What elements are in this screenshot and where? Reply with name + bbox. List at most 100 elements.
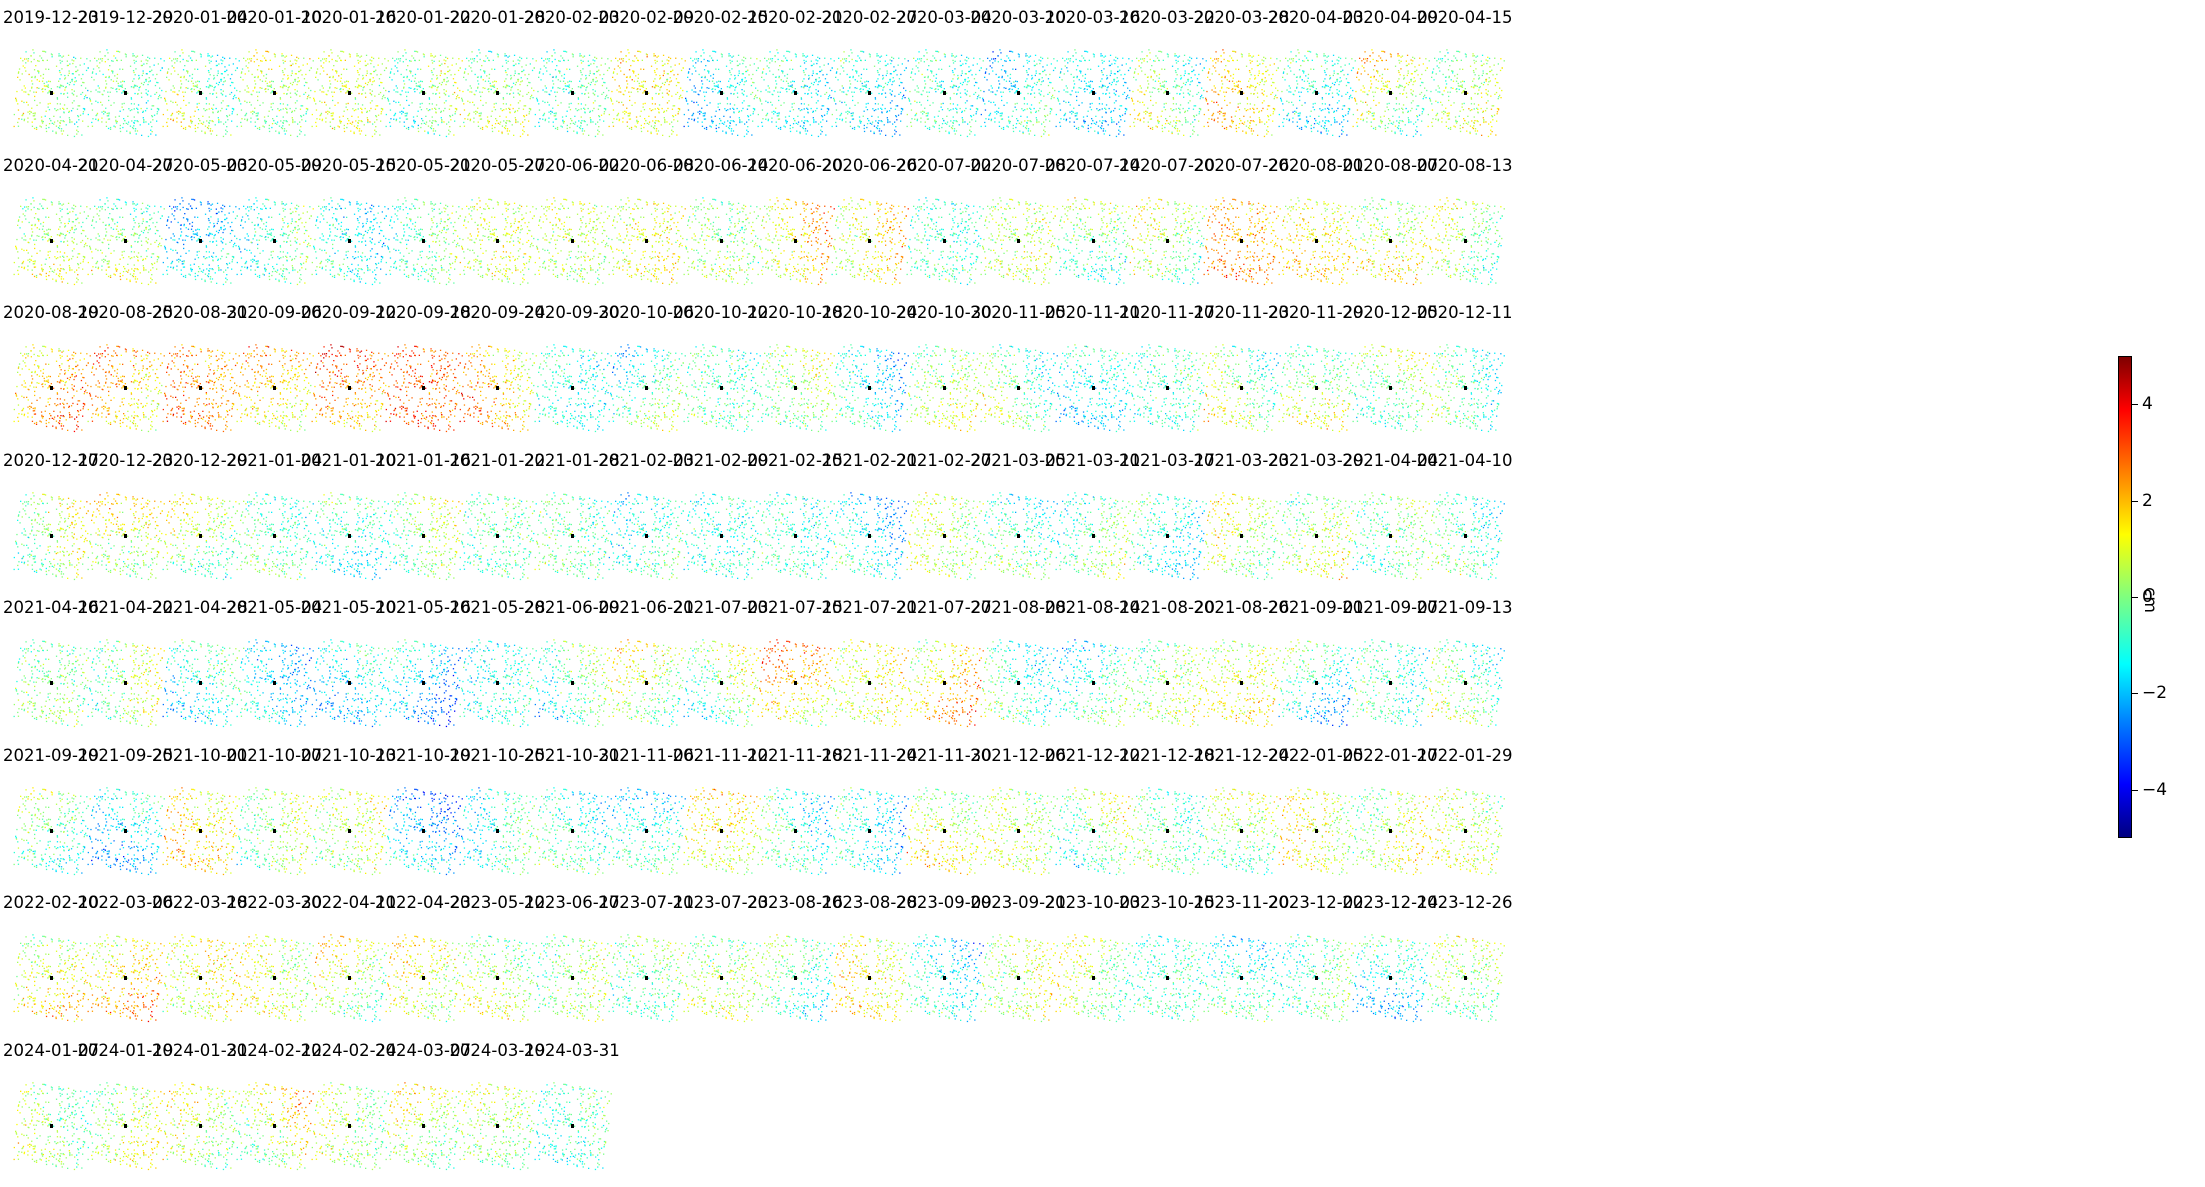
scatter-point: [291, 84, 294, 86]
scatter-point: [637, 50, 639, 52]
scatter-point: [281, 127, 284, 130]
scatter-point: [696, 60, 699, 62]
scatter-point: [122, 68, 124, 70]
scatter-point: [1011, 88, 1014, 91]
scatter-point: [808, 74, 810, 77]
scatter-point: [1085, 50, 1087, 53]
scatter-point: [351, 108, 354, 110]
scatter-point: [46, 81, 48, 83]
scatter-point: [1066, 91, 1068, 93]
scatter-point: [422, 53, 425, 55]
scatter-point: [857, 55, 859, 57]
scatter-point: [636, 57, 638, 59]
scatter-point: [952, 108, 954, 110]
scatter-point: [893, 57, 895, 60]
scatter-point: [515, 110, 517, 112]
scatter-point: [257, 113, 259, 115]
scatter-point: [1101, 116, 1103, 118]
scatter-point: [1062, 89, 1065, 91]
scatter-point: [22, 114, 24, 116]
scatter-point: [489, 120, 491, 123]
scatter-point: [719, 80, 721, 83]
scatter-point: [226, 116, 228, 118]
scatter-point: [211, 120, 213, 122]
scatter-point: [179, 55, 181, 57]
scatter-point: [975, 107, 977, 110]
scatter-point: [59, 125, 61, 127]
scatter-point: [103, 110, 105, 112]
scatter-point: [642, 86, 644, 88]
scatter-point: [1014, 92, 1016, 94]
scatter-point: [477, 61, 479, 63]
scatter-point: [648, 115, 650, 117]
scatter-point: [791, 103, 793, 105]
scatter-point: [1182, 82, 1185, 84]
scatter-point: [1161, 127, 1163, 130]
scatter-point: [1023, 97, 1026, 99]
scatter-point: [771, 121, 773, 123]
scatter-point: [1104, 108, 1106, 110]
scatter-point: [883, 86, 886, 88]
scatter-point: [919, 121, 922, 123]
scatter-point: [607, 97, 609, 99]
scatter-point: [355, 80, 357, 82]
scatter-point: [1049, 91, 1051, 94]
scatter-point: [917, 87, 919, 89]
scatter-point: [443, 80, 445, 82]
scatter-point: [408, 87, 410, 89]
scatter-point: [775, 80, 777, 82]
scatter-point: [840, 65, 843, 67]
scatter-point: [588, 111, 591, 113]
scatter-point: [524, 74, 527, 76]
scatter-point: [515, 63, 517, 65]
scatter-point: [173, 70, 176, 72]
scatter-point: [301, 119, 303, 121]
scatter-point: [877, 78, 879, 80]
scatter-point: [467, 89, 470, 91]
scatter-point: [1104, 55, 1106, 57]
scatter-point: [375, 116, 377, 118]
scatter-point: [693, 119, 695, 122]
scatter-point: [663, 111, 665, 113]
scatter-point: [915, 65, 917, 67]
scatter-point: [335, 60, 338, 62]
scatter-point: [480, 75, 483, 78]
scatter-point: [700, 107, 702, 109]
scatter-point: [742, 94, 744, 96]
scatter-point: [113, 55, 115, 57]
panel-2020-02-03: 2020-02-03: [520, 8, 624, 154]
scatter-point: [350, 115, 353, 117]
scatter-point: [842, 118, 844, 120]
scatter-point: [414, 91, 416, 93]
scatter-point: [811, 134, 813, 136]
scatter-point: [1078, 87, 1080, 89]
scatter-point: [31, 125, 34, 127]
scatter-point: [150, 95, 152, 97]
scatter-point: [1033, 64, 1036, 67]
scatter-point: [716, 86, 718, 88]
scatter-point: [506, 74, 509, 76]
scatter-point: [668, 60, 670, 62]
scatter-point: [480, 99, 482, 102]
scatter-point: [958, 86, 960, 88]
scatter-point: [89, 97, 91, 99]
scatter-point: [1025, 53, 1027, 55]
scatter-point: [66, 82, 69, 84]
scatter-point: [1031, 104, 1033, 106]
scatter-point: [878, 74, 881, 76]
scatter-point: [256, 58, 258, 61]
scatter-point: [883, 124, 886, 126]
scatter-point: [212, 112, 214, 114]
scatter-point: [783, 55, 785, 57]
scatter-point: [1040, 94, 1042, 96]
scatter-point: [1072, 87, 1074, 89]
scatter-point: [134, 122, 136, 124]
scatter-point: [775, 107, 777, 109]
scatter-point: [474, 73, 477, 76]
scatter-point: [1127, 58, 1130, 60]
scatter-point: [548, 117, 550, 119]
scatter-point: [356, 121, 359, 124]
scatter-point: [170, 60, 173, 62]
scatter-point: [216, 74, 218, 77]
scatter-point: [901, 107, 903, 110]
